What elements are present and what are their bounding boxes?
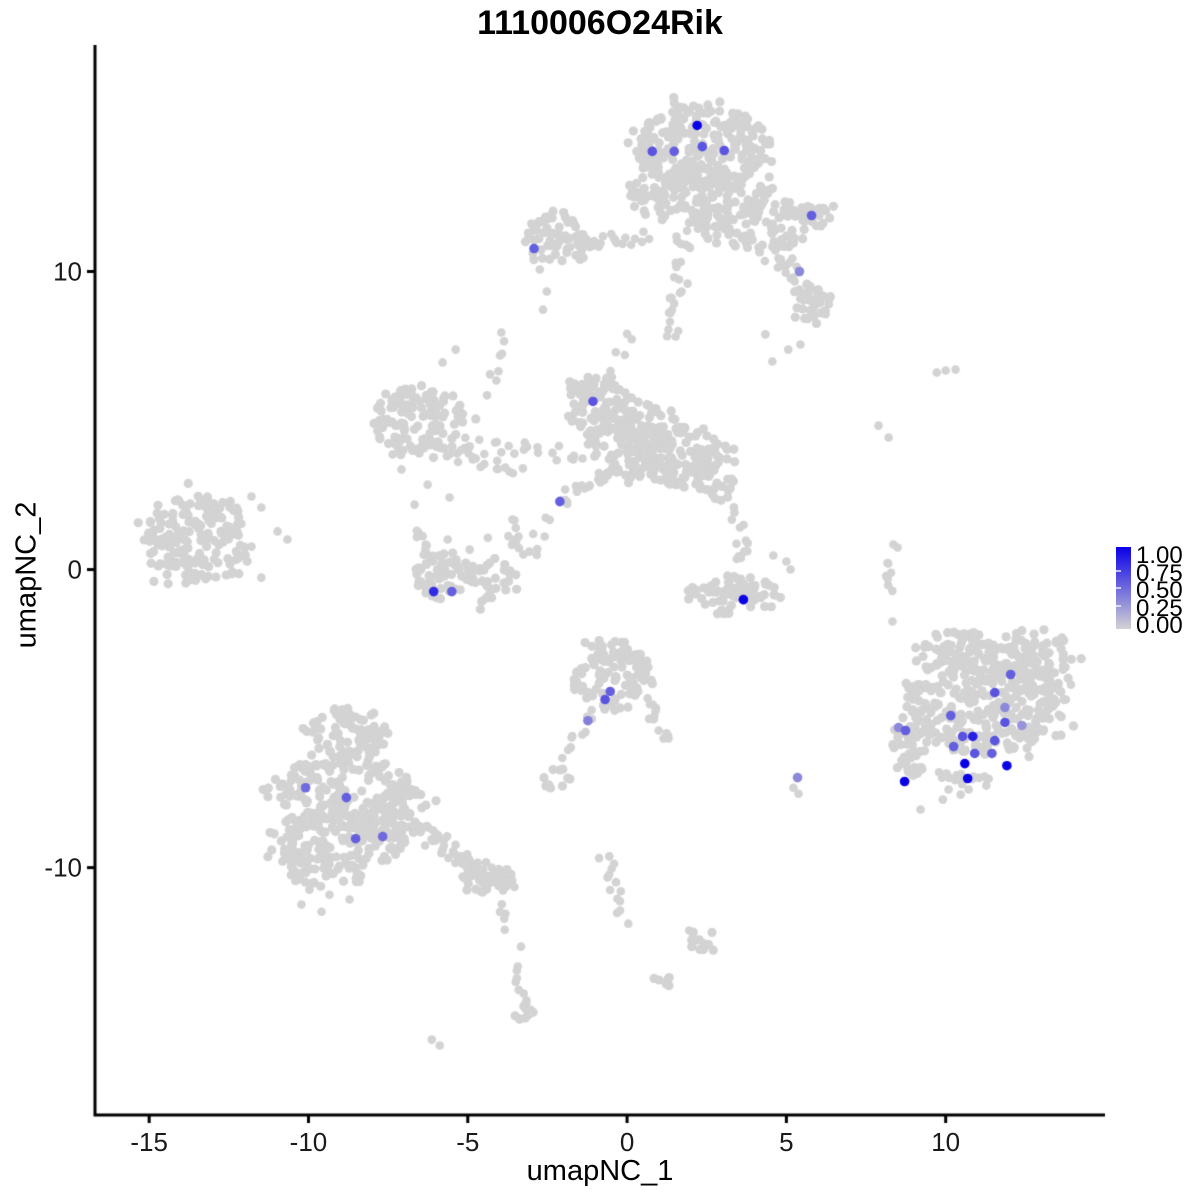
legend-tick-label: 0.50	[1136, 577, 1183, 604]
y-tick-label: 0	[67, 554, 82, 585]
y-axis-title: umapNC_2	[10, 501, 43, 649]
x-tick-label: 10	[931, 1127, 961, 1157]
y-tick-label: 10	[53, 256, 82, 287]
legend-tick-label: 1.00	[1136, 542, 1183, 569]
x-tick-label: -5	[456, 1127, 480, 1157]
x-tick-label: -15	[130, 1127, 168, 1157]
legend-tick-label: 0.00	[1136, 612, 1183, 639]
x-tick-label: -10	[289, 1127, 328, 1157]
legend-gradient-bar	[1116, 547, 1131, 629]
legend-bar-tick	[1116, 569, 1121, 572]
x-tick-label: 5	[779, 1127, 794, 1157]
x-axis-title: umapNC_1	[526, 1155, 674, 1187]
legend-tick-label: 0.25	[1136, 594, 1183, 622]
y-tick-label: -10	[44, 852, 82, 883]
chart-title: 1110006O24Rik	[477, 4, 723, 42]
legend-bar-tick	[1116, 587, 1121, 589]
legend-bar-tick	[1116, 604, 1121, 607]
legend-tick-label: 0.75	[1136, 559, 1183, 587]
x-tick-label: 0	[619, 1127, 635, 1157]
